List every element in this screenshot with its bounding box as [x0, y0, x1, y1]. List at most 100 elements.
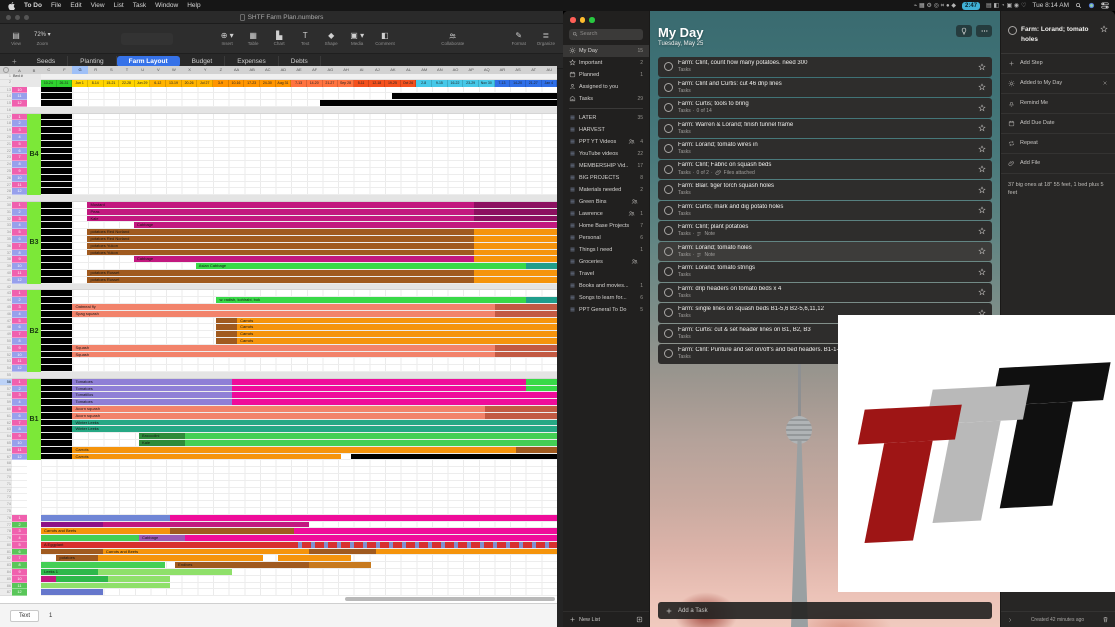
sheet-cells[interactable] — [41, 582, 557, 590]
column-letter[interactable]: AJ — [374, 67, 380, 72]
row-number[interactable]: 39 — [0, 263, 12, 271]
bed-number-cell[interactable]: 5 — [12, 317, 27, 325]
row-number[interactable]: 69 — [0, 467, 12, 474]
sheet-cells[interactable] — [41, 480, 557, 488]
row-number[interactable]: 58 — [0, 392, 12, 400]
gantt-bar[interactable]: Cabbage — [133, 222, 557, 229]
sidebar-item-planned[interactable]: Planned 1 — [563, 69, 649, 81]
status-icon[interactable]: ◧ — [993, 3, 1000, 9]
bed-number-cell[interactable]: 10 — [12, 575, 27, 583]
column-letter[interactable]: U — [141, 67, 145, 72]
sheet-row[interactable]: 20 4 — [0, 134, 557, 141]
date-header-cell[interactable]: 24-30 — [259, 79, 276, 87]
gantt-bar[interactable]: Endives — [175, 562, 310, 569]
gantt-bar[interactable] — [41, 575, 57, 582]
bed-number-cell[interactable]: 8 — [12, 249, 27, 257]
sheet-row[interactable]: 54 12 — [0, 365, 557, 372]
sidebar-item-harvest[interactable]: HARVEST — [563, 124, 649, 136]
sheet-cells[interactable] — [41, 365, 557, 372]
sheet-row[interactable]: 18 2 — [0, 120, 557, 128]
gantt-bar[interactable]: Carrots and Beets — [102, 548, 310, 555]
sheet-row[interactable]: 36 7 potatoes Yukon — [0, 242, 557, 250]
gantt-bar[interactable] — [41, 100, 73, 106]
date-header-cell[interactable]: 10-24 — [41, 79, 57, 87]
gantt-bar[interactable] — [41, 324, 73, 331]
star-icon[interactable] — [978, 165, 986, 173]
sheet-row[interactable]: 74 — [0, 501, 557, 508]
zoom-button[interactable]: 72% ▾ Zoom — [34, 32, 51, 46]
row-number[interactable]: 43 — [0, 290, 12, 298]
task-row[interactable]: Farm: Lorand; tomato holes Tasks · Note — [658, 241, 992, 261]
sheet-row[interactable]: 27 11 — [0, 181, 557, 189]
column-letter[interactable]: AS — [515, 67, 521, 72]
sheet-cells[interactable]: potatoes Yukon — [41, 242, 557, 250]
timer-pill[interactable]: 2:47 — [962, 1, 981, 10]
task-checkbox[interactable] — [664, 205, 673, 215]
status-icon[interactable]: ● — [945, 2, 950, 9]
bed-number-cell[interactable]: 7 — [12, 555, 27, 563]
date-header-cell[interactable]: 26-31 — [56, 79, 73, 87]
gantt-bar[interactable] — [41, 242, 73, 249]
sheet-cells[interactable]: Cabbage — [41, 256, 557, 264]
task-checkbox[interactable] — [664, 226, 673, 236]
sidebar-item-my-day[interactable]: My Day 15 — [563, 44, 649, 57]
sheet-row[interactable]: 80 5 A Eggplant — [0, 541, 557, 549]
bed-number-cell[interactable]: 10 — [12, 263, 27, 271]
gantt-bar[interactable]: Oatmeal fly — [72, 304, 496, 310]
row-number[interactable]: 54 — [0, 365, 12, 372]
sheet-cells[interactable]: Kale — [41, 215, 557, 223]
gantt-bar[interactable] — [41, 439, 73, 446]
row-number[interactable]: 51 — [0, 344, 12, 352]
gantt-bar[interactable] — [41, 412, 73, 419]
gantt-bar[interactable] — [41, 249, 73, 256]
gantt-bar[interactable] — [474, 249, 557, 256]
column-letter[interactable]: W — [172, 67, 176, 72]
sheet-row[interactable]: 35 6 potatoes Red Norland — [0, 236, 557, 243]
gantt-bar[interactable]: Carrots — [237, 331, 557, 337]
column-letter[interactable]: AU — [546, 67, 553, 72]
gantt-bar[interactable] — [474, 208, 557, 215]
bed-number-cell[interactable]: 9 — [12, 433, 27, 440]
gantt-bar[interactable] — [56, 575, 109, 582]
bed-number-cell[interactable] — [12, 507, 27, 515]
gantt-bar[interactable] — [309, 548, 377, 555]
row-number[interactable]: 77 — [0, 521, 12, 529]
row-number[interactable]: 67 — [0, 453, 12, 461]
column-letter[interactable]: R — [94, 67, 98, 72]
row-number[interactable]: 86 — [0, 582, 12, 590]
row-number[interactable]: 87 — [0, 589, 12, 597]
sheet-row[interactable]: 60 5 Acorn squash — [0, 405, 557, 413]
row-number[interactable]: 48 — [0, 324, 12, 332]
spreadsheet[interactable]: A B C F G R S T U V W X Y Z AA AB AC AD AE AF AG AH AI AJ AK AL AM… — [0, 66, 557, 603]
date-header-cell[interactable]: 19-25 — [385, 79, 401, 87]
date-header-cell[interactable]: 8-14 — [87, 79, 104, 87]
sheet-row[interactable]: 66 11 Carrots — [0, 446, 557, 454]
bed-number-cell[interactable]: 6 — [12, 147, 27, 155]
row-number[interactable]: 53 — [0, 358, 12, 366]
task-checkbox[interactable] — [664, 267, 673, 277]
gantt-bar[interactable] — [185, 439, 557, 446]
control-center-icon[interactable] — [1101, 2, 1109, 9]
gantt-bar[interactable] — [309, 562, 372, 569]
task-checkbox[interactable] — [664, 287, 673, 297]
sheet-row[interactable]: 69 — [0, 467, 557, 474]
sidebar-item-later[interactable]: LATER 35 — [563, 112, 649, 124]
sheet-row[interactable]: 41 12 potatoes Russet — [0, 276, 557, 284]
bed-number-cell[interactable]: 10 — [12, 351, 27, 359]
sheet-cells[interactable] — [41, 290, 557, 298]
task-row[interactable]: Farm: Curtis; mark and dig potato holes … — [658, 200, 992, 220]
task-row[interactable]: Farm: Warren & Lorand; finish tunnel fra… — [658, 118, 992, 138]
gantt-bar[interactable] — [41, 181, 73, 188]
row-number[interactable]: 31 — [0, 208, 12, 216]
sheet-row[interactable]: 46 4 Spag squash — [0, 310, 557, 318]
row-number[interactable]: 40 — [0, 270, 12, 277]
row-number[interactable]: 14 — [0, 93, 12, 101]
gantt-bar[interactable] — [484, 405, 557, 412]
row-number[interactable]: 65 — [0, 439, 12, 447]
bed-number-cell[interactable]: 3 — [12, 304, 27, 311]
date-header-cell[interactable]: Jul 27 — [197, 79, 214, 87]
add-file-button[interactable]: Add File — [1001, 154, 1115, 174]
sheet-tab-expenses[interactable]: Expenses — [225, 55, 279, 67]
gantt-bar[interactable]: w. radish, kohlrabi, bok — [216, 297, 527, 303]
status-icons[interactable]: ⌁ ▦ ⚙ ◎ ⌗ ● ◆ — [914, 2, 956, 10]
